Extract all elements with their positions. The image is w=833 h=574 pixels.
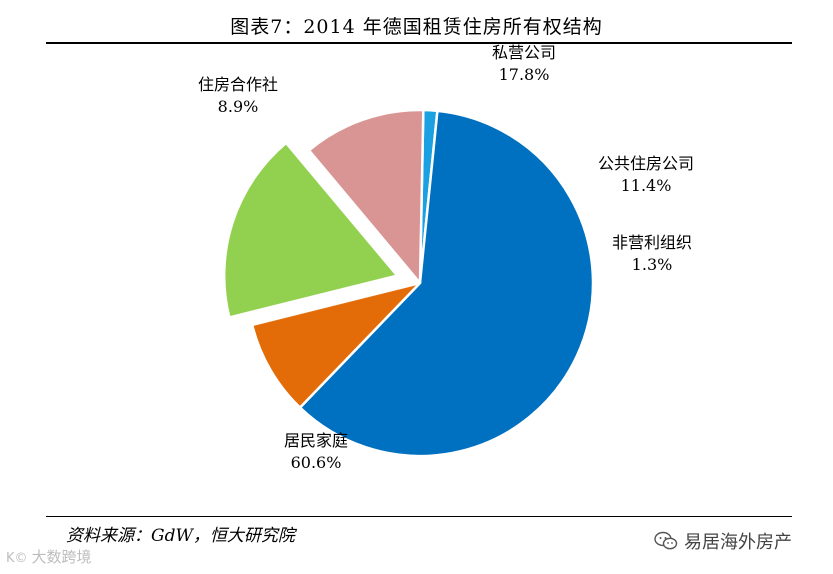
slice-label-value: 11.4% — [620, 176, 672, 195]
watermark-left: K© 大数跨境 — [6, 546, 92, 567]
pie-slice-2 — [298, 109, 595, 458]
slice-label-value: 17.8% — [498, 65, 550, 84]
pie-slice-5 — [307, 108, 425, 285]
slice-label-value: 1.3% — [631, 255, 673, 274]
slice-label-value: 60.6% — [290, 453, 342, 472]
chart-title: 图表7：2014 年德国租赁住房所有权结构 — [230, 16, 603, 38]
wechat-icon — [654, 531, 678, 550]
slice-label-4: 私营公司 17.8% — [454, 42, 594, 86]
slice-label-name: 居民家庭 — [283, 431, 348, 450]
source-divider — [46, 516, 792, 517]
watermark-logo-icon: K© — [6, 551, 28, 566]
slice-label-1: 非营利组织 1.3% — [582, 232, 722, 276]
slice-label-5: 公共住房公司 11.4% — [576, 153, 716, 197]
watermark-right-text: 易居海外房产 — [684, 532, 792, 553]
source-note: 资料来源：GdW，恒大研究院 — [66, 526, 295, 546]
pie-slice-4 — [222, 141, 399, 319]
slice-label-value: 8.9% — [217, 97, 259, 116]
title-divider — [46, 42, 792, 44]
slice-label-3: 住房合作社 8.9% — [168, 74, 308, 118]
pie-slice-3 — [250, 281, 422, 409]
slice-label-name: 私营公司 — [491, 43, 556, 62]
slice-label-name: 住房合作社 — [197, 75, 278, 94]
watermark-right: 易居海外房产 — [654, 528, 792, 554]
watermark-left-text: 大数跨境 — [31, 548, 92, 566]
slice-label-name: 公共住房公司 — [597, 154, 694, 173]
slice-label-2: 居民家庭 60.6% — [246, 430, 386, 474]
slice-label-name: 非营利组织 — [611, 233, 692, 252]
